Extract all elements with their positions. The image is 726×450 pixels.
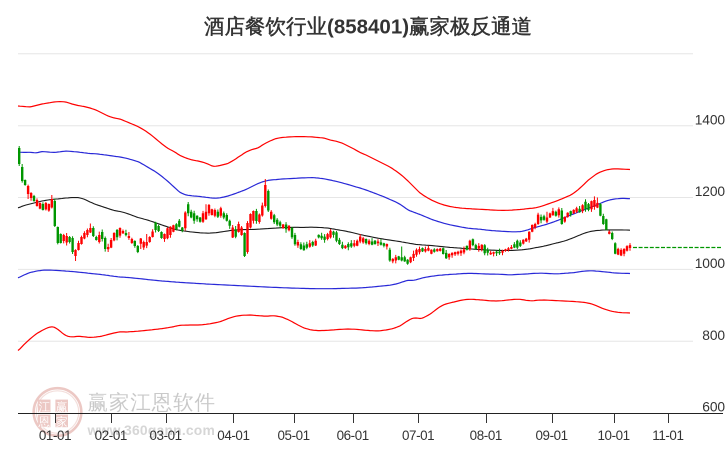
svg-text:04-01: 04-01 (217, 428, 249, 443)
svg-text:05-01: 05-01 (277, 428, 309, 443)
svg-text:09-01: 09-01 (535, 428, 567, 443)
svg-text:06-01: 06-01 (337, 428, 369, 443)
svg-text:800: 800 (702, 328, 725, 343)
svg-text:1400: 1400 (695, 112, 726, 127)
svg-text:01-01: 01-01 (39, 428, 71, 443)
svg-text:1200: 1200 (695, 184, 726, 199)
svg-text:02-01: 02-01 (95, 428, 127, 443)
svg-text:(858401): (858401) (327, 15, 409, 38)
svg-text:07-01: 07-01 (402, 428, 434, 443)
svg-text:10-01: 10-01 (597, 428, 629, 443)
svg-text:1000: 1000 (695, 256, 726, 271)
svg-text:www.360gann.com: www.360gann.com (87, 422, 216, 438)
svg-text:11-01: 11-01 (652, 428, 683, 443)
svg-text:08-01: 08-01 (470, 428, 502, 443)
svg-text:600: 600 (702, 400, 725, 415)
svg-text:03-01: 03-01 (149, 428, 181, 443)
